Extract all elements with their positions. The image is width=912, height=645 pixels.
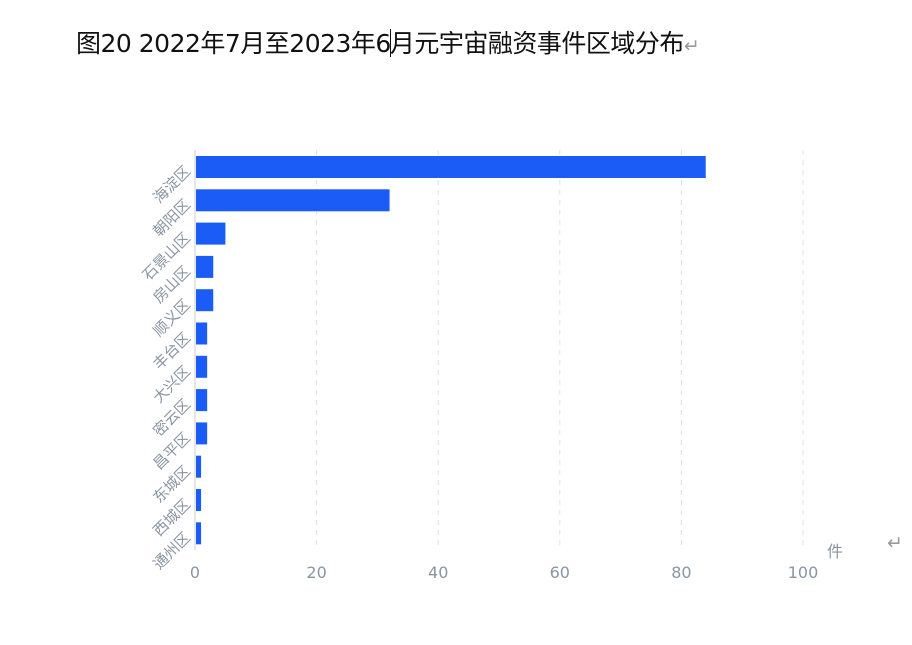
text-cursor	[389, 29, 391, 57]
category-label: 朝阳区	[149, 196, 194, 241]
bar	[196, 156, 706, 178]
bar	[196, 189, 390, 212]
paragraph-mark-icon: ↵	[683, 35, 700, 57]
category-label: 海淀区	[149, 162, 194, 207]
bar	[196, 222, 226, 245]
caption-text-part2: 月元宇宙融资事件区域分布	[389, 29, 685, 58]
caption-text-part1: 图20 2022年7月至2023年6	[76, 29, 391, 58]
x-tick-label: 80	[671, 563, 691, 582]
x-axis-unit-label: 件	[827, 542, 843, 561]
category-label: 密云区	[149, 395, 194, 440]
paragraph-mark-icon-end: ↵	[887, 532, 903, 554]
bar	[196, 322, 208, 345]
x-tick-label: 60	[550, 563, 570, 582]
bar	[196, 489, 202, 511]
bar	[196, 355, 208, 378]
category-label: 顺义区	[149, 295, 194, 340]
bar	[196, 455, 202, 478]
bar	[196, 289, 214, 312]
category-label: 昌平区	[149, 429, 194, 474]
bar	[196, 422, 208, 445]
x-tick-label: 40	[428, 563, 448, 582]
x-tick-label: 0	[190, 563, 200, 582]
category-label: 丰台区	[149, 329, 194, 374]
category-label: 大兴区	[149, 362, 194, 407]
x-tick-label: 100	[788, 563, 819, 582]
category-label: 通州区	[149, 529, 194, 574]
figure-caption: 图20 2022年7月至2023年6月元宇宙融资事件区域分布↵	[76, 24, 700, 60]
category-label: 西城区	[149, 495, 194, 540]
x-tick-label: 20	[306, 563, 326, 582]
bar	[196, 255, 214, 278]
bar	[196, 389, 208, 412]
bar	[196, 522, 202, 545]
category-label: 东城区	[149, 462, 194, 507]
